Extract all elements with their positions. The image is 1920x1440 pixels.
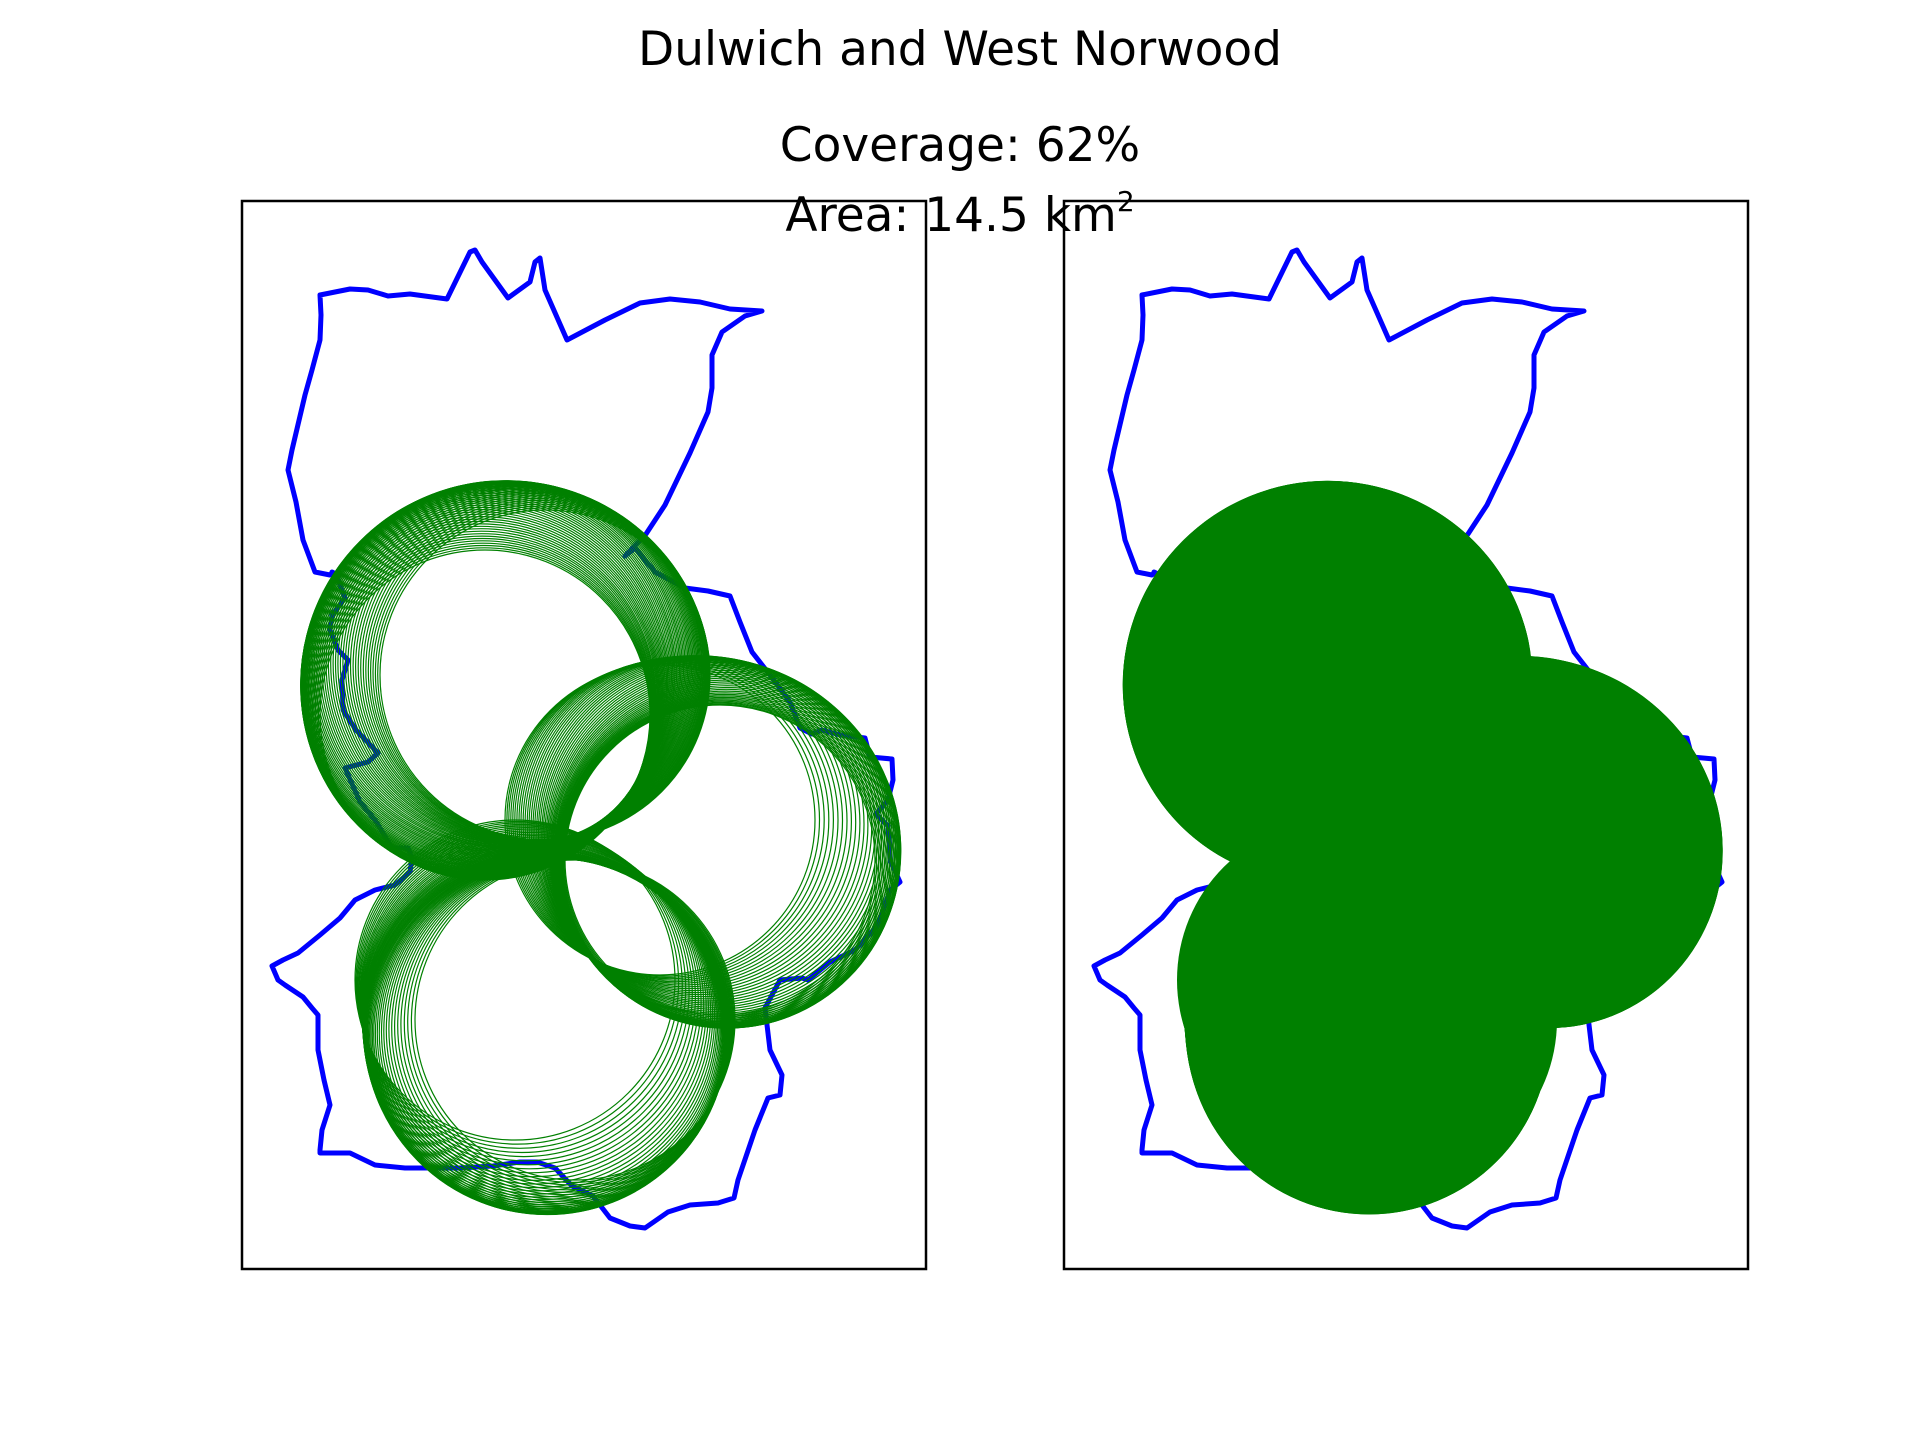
left-panel: [240, 199, 928, 1271]
coverage-circle-outline: [356, 822, 683, 1149]
right-panel: [1062, 199, 1750, 1271]
coverage-circle-outline: [355, 820, 680, 1145]
left-coverage-circles: [300, 480, 902, 1216]
right-coverage-union: [1122, 480, 1723, 1215]
area-value: Area: 14.5 km: [785, 188, 1117, 243]
figure-title: Dulwich and West Norwood: [638, 22, 1282, 77]
area-label: Area: 14.5 km2: [0, 174, 1920, 244]
coverage-circle-outline: [357, 823, 687, 1154]
coverage-circle-outline: [354, 819, 676, 1141]
coverage-circle-outline: [414, 859, 736, 1181]
figure-subtitle: Coverage: 62% Area: 14.5 km2: [0, 118, 1920, 244]
coverage-circle-outline: [357, 825, 690, 1158]
coverage-circle-filled: [1237, 860, 1557, 1180]
coverage-circle-outline: [358, 826, 693, 1162]
coverage-label: Coverage: 62%: [779, 118, 1141, 173]
area-unit-superscript: 2: [1116, 185, 1135, 218]
